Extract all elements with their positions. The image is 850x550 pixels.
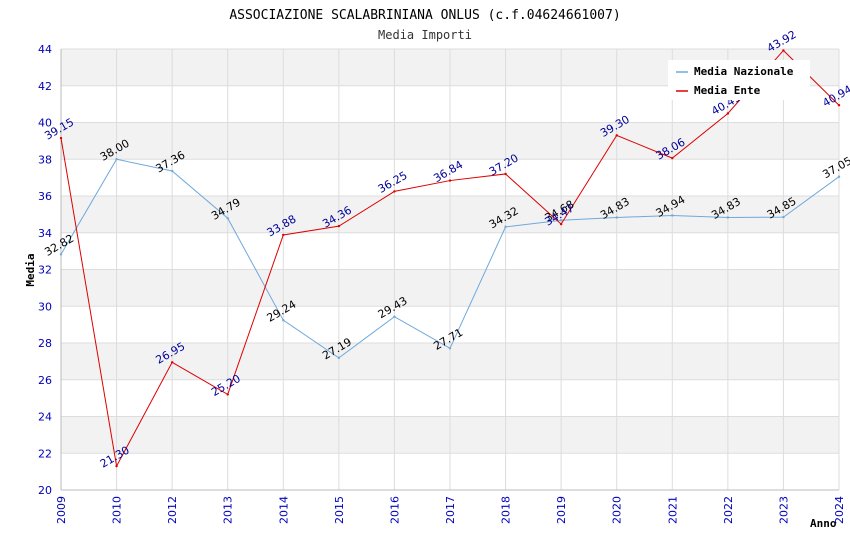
x-tick-label: 2009 [55, 496, 68, 524]
legend-label-media-ente: Media Ente [694, 84, 761, 97]
y-tick-label: 42 [38, 80, 52, 93]
data-point-media-nazionale [782, 215, 785, 219]
y-tick-label: 40 [38, 117, 52, 130]
data-point-media-ente [615, 134, 618, 137]
data-point-media-nazionale [448, 347, 452, 350]
data-point-media-ente [115, 464, 118, 468]
x-tick-label: 2019 [555, 496, 568, 524]
y-tick-label: 32 [38, 264, 52, 277]
data-point-media-ente [837, 104, 841, 107]
y-tick-label: 44 [38, 43, 52, 56]
data-point-media-nazionale [559, 219, 563, 222]
y-tick-label: 28 [38, 337, 52, 350]
data-point-media-ente [726, 112, 730, 115]
y-tick-label: 24 [38, 411, 52, 424]
data-point-media-nazionale [671, 214, 674, 217]
data-label-media-ente: 40.94 [820, 83, 850, 110]
data-point-media-ente [504, 172, 507, 176]
series-group [59, 49, 841, 468]
data-point-media-ente [170, 361, 174, 364]
y-tick-label: 22 [38, 447, 52, 460]
x-axis-ticks: 2009 2010 2012 2013 2014 2015 2016 2017 2018 2019… [55, 496, 846, 524]
y-tick-label: 20 [38, 484, 52, 497]
y-tick-label: 34 [38, 227, 52, 240]
legend-box [668, 60, 810, 100]
y-axis-ticks: 20 22 24 26 28 30 32 34 36 38 40 42 44 [38, 43, 52, 497]
x-tick-label: 2018 [500, 496, 513, 524]
data-point-media-nazionale [226, 217, 229, 220]
y-tick-label: 36 [38, 190, 52, 203]
data-point-media-nazionale [726, 216, 730, 219]
grid-lines [60, 48, 840, 491]
data-point-media-ente [393, 190, 396, 193]
data-point-media-ente [671, 156, 674, 160]
x-tick-label: 2010 [111, 496, 124, 524]
x-tick-label: 2015 [333, 496, 346, 524]
y-axis-label: Media [24, 253, 37, 286]
x-tick-label: 2023 [777, 496, 790, 524]
data-point-media-nazionale [837, 175, 841, 178]
x-tick-label: 2024 [833, 496, 846, 524]
data-point-media-ente [448, 179, 452, 182]
data-point-media-nazionale [337, 356, 341, 360]
data-point-media-nazionale [615, 216, 618, 219]
data-point-media-nazionale [59, 253, 63, 256]
x-tick-label: 2022 [722, 496, 735, 524]
data-point-media-ente [559, 222, 563, 226]
data-point-media-nazionale [115, 158, 118, 161]
x-tick-label: 2016 [388, 496, 401, 524]
data-label-media-ente: 36.25 [376, 169, 410, 196]
y-tick-label: 26 [38, 374, 52, 387]
x-tick-label: 2021 [666, 496, 679, 524]
data-point-media-ente [226, 393, 229, 396]
data-point-media-nazionale [170, 169, 174, 173]
data-point-media-nazionale [393, 315, 396, 318]
legend-label-media-nazionale: Media Nazionale [694, 65, 794, 78]
x-tick-label: 2012 [166, 496, 179, 524]
chart-title: ASSOCIAZIONE SCALABRINIANA ONLUS (c.f.04… [229, 8, 620, 23]
data-point-media-ente [782, 49, 785, 52]
x-tick-label: 2013 [222, 496, 235, 524]
x-tick-label: 2017 [444, 496, 457, 524]
legend: Media Nazionale Media Ente [668, 60, 810, 100]
x-tick-label: 2020 [611, 496, 624, 524]
y-tick-label: 38 [38, 153, 52, 166]
y-tick-label: 30 [38, 300, 52, 313]
data-point-media-nazionale [282, 319, 285, 322]
data-point-media-nazionale [504, 225, 507, 229]
chart-subtitle: Media Importi [378, 28, 472, 42]
data-point-media-ente [59, 136, 63, 140]
x-axis-label: Anno [810, 517, 837, 530]
x-tick-label: 2014 [277, 496, 290, 524]
data-point-media-ente [282, 233, 285, 237]
data-point-media-ente [337, 224, 341, 228]
